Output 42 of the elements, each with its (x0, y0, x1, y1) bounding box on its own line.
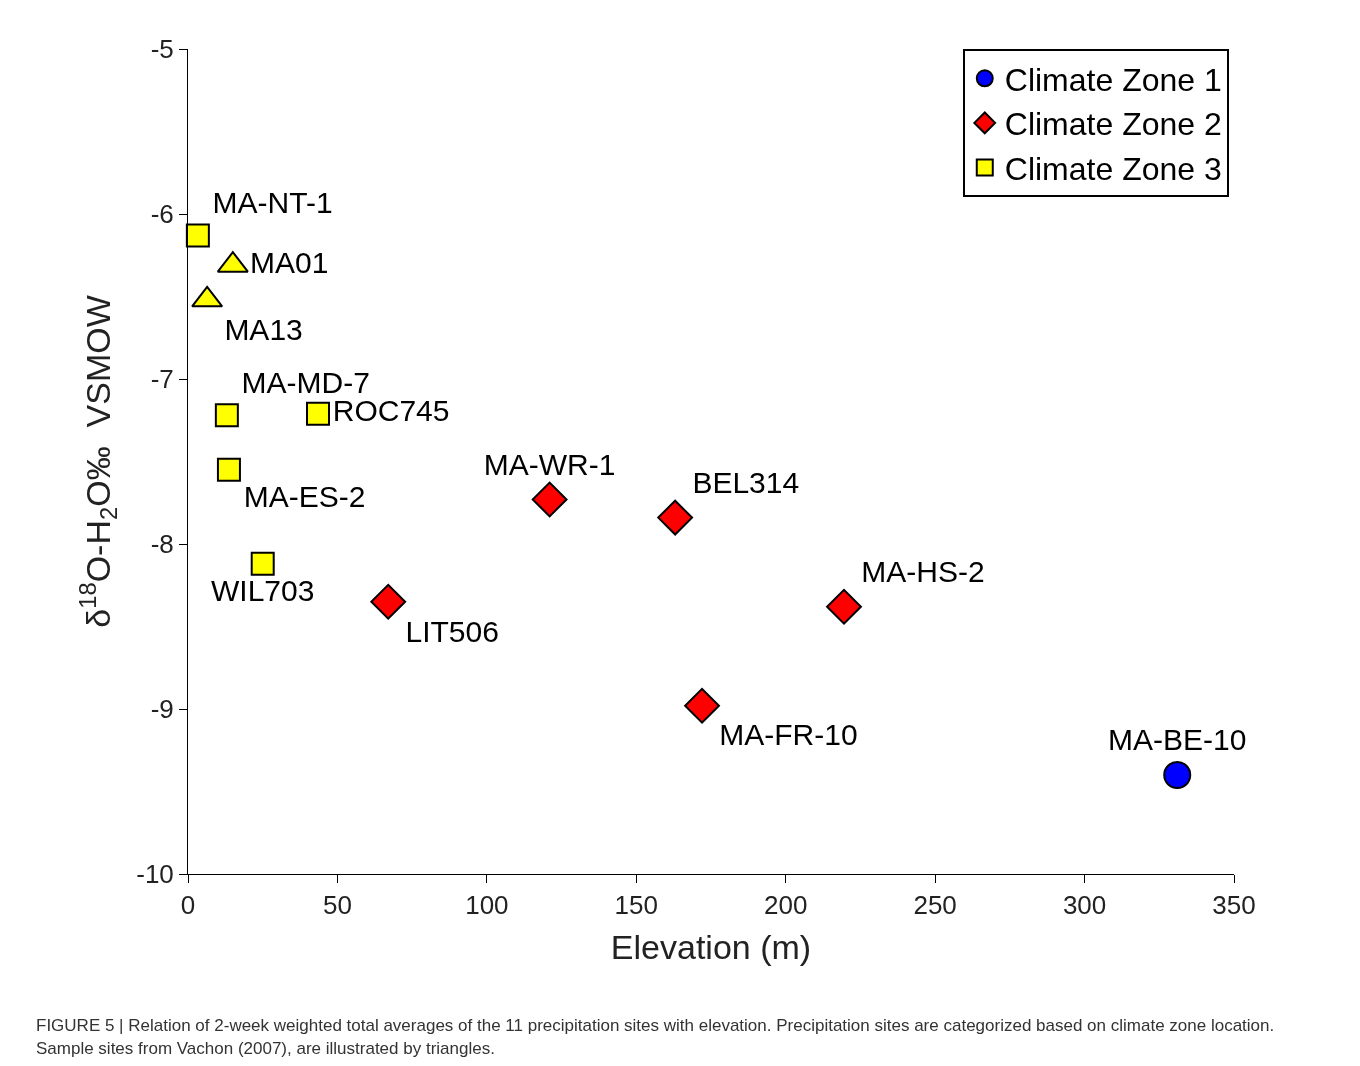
data-label: WIL703 (211, 574, 315, 608)
point (826, 588, 862, 625)
legend-label: Climate Zone 1 (1004, 61, 1222, 98)
data-label: MA-NT-1 (212, 186, 333, 220)
x-tick-label: 100 (465, 890, 509, 921)
text: Sample sites from Vachon (2007), are illustrated by triangles. (36, 1039, 495, 1058)
y-tick-label: -8 (150, 529, 174, 560)
point (684, 687, 720, 724)
data-label: LIT506 (405, 614, 499, 648)
data-label: BEL314 (692, 465, 800, 499)
point (250, 551, 275, 576)
legend-label: Climate Zone 3 (1004, 150, 1222, 187)
x-tick-label: 0 (180, 890, 196, 921)
data-label: MA01 (250, 245, 329, 279)
point (185, 223, 210, 248)
point (306, 401, 330, 426)
data-label: MA-HS-2 (861, 554, 985, 588)
x-tick-label: 150 (614, 890, 658, 921)
x-tick-label: 300 (1062, 890, 1107, 921)
y-tick-label: -7 (150, 364, 174, 395)
data-label: MA-FR-10 (719, 718, 858, 752)
point (214, 403, 239, 428)
legend-label: Climate Zone 2 (1004, 106, 1222, 143)
x-axis-title: Elevation (m) (610, 927, 812, 966)
data-label: MA-WR-1 (483, 447, 616, 481)
x-tick-label: 350 (1212, 890, 1256, 921)
point (370, 583, 407, 620)
point (531, 481, 568, 518)
y-tick-label: -6 (150, 199, 174, 230)
data-label: MA13 (224, 312, 303, 346)
x-tick-label: 200 (764, 890, 808, 921)
x-tick-label: 250 (913, 890, 957, 921)
point (657, 499, 694, 536)
y-tick-label: -10 (136, 859, 174, 890)
x-tick-label: 50 (322, 890, 352, 921)
point (216, 457, 241, 482)
y-tick-label: -5 (150, 34, 174, 65)
caption: FIGURE 5 | Relation of 2-week weighted total averages of the 11 precipitation sites with elevation. Precipitation sites are categorized based on climate zone location. (36, 1016, 1275, 1035)
y-tick-label: -9 (150, 694, 174, 725)
data-label: MA-ES-2 (243, 480, 366, 513)
data-label: MA-BE-10 (1108, 723, 1247, 757)
point (1163, 761, 1192, 789)
